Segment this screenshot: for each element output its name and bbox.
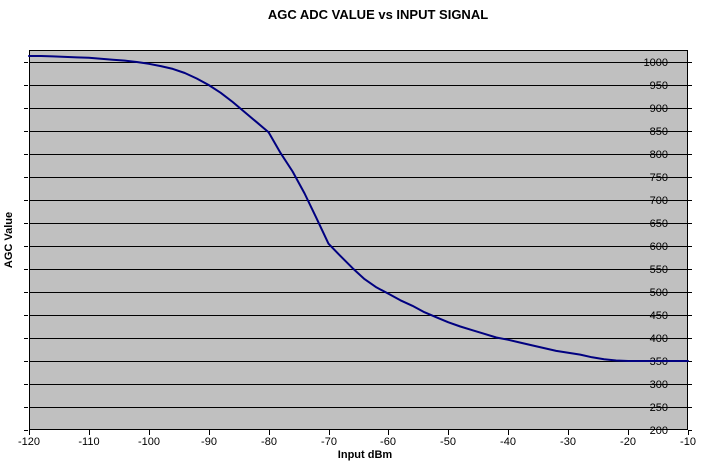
- y-tick-mark: [24, 223, 28, 224]
- y-tick-label: 650: [649, 217, 668, 230]
- y-tick-mark: [688, 85, 692, 86]
- x-tick-label: -40: [500, 436, 516, 448]
- y-tick-label: 300: [649, 378, 668, 391]
- y-tick-label: 700: [649, 194, 668, 207]
- y-tick-label: 550: [649, 263, 668, 276]
- gridline: [30, 291, 687, 293]
- gridline: [30, 61, 687, 63]
- y-tick-mark: [24, 384, 28, 385]
- y-tick-mark: [688, 200, 692, 201]
- gridline: [30, 84, 687, 86]
- gridline: [30, 153, 687, 155]
- y-tick-mark: [24, 131, 28, 132]
- x-tick-mark: [29, 430, 30, 435]
- y-tick-mark: [688, 430, 692, 431]
- y-tick-mark: [24, 108, 28, 109]
- x-tick-mark: [269, 430, 270, 435]
- y-tick-label: 500: [649, 286, 668, 299]
- y-tick-label: 400: [649, 332, 668, 345]
- y-tick-mark: [24, 85, 28, 86]
- gridline: [30, 337, 687, 339]
- y-tick-mark: [24, 292, 28, 293]
- y-tick-mark: [688, 361, 692, 362]
- y-tick-mark: [24, 407, 28, 408]
- y-tick-mark: [688, 384, 692, 385]
- x-tick-label: -20: [620, 436, 636, 448]
- y-tick-mark: [688, 407, 692, 408]
- y-tick-label: 750: [649, 171, 668, 184]
- y-tick-label: 450: [649, 309, 668, 322]
- x-tick-label: -110: [78, 436, 100, 448]
- y-tick-mark: [688, 154, 692, 155]
- y-tick-mark: [688, 62, 692, 63]
- y-tick-mark: [24, 361, 28, 362]
- x-tick-mark: [568, 430, 569, 435]
- x-tick-label: -80: [261, 436, 277, 448]
- gridline: [30, 130, 687, 132]
- y-tick-mark: [688, 131, 692, 132]
- y-tick-label: 850: [649, 125, 668, 138]
- y-tick-mark: [24, 177, 28, 178]
- y-tick-label: 250: [649, 401, 668, 414]
- plot-area: 200 250 300 350 400 450 500 550 600 650 700 750 800 8…: [29, 50, 688, 437]
- y-tick-mark: [24, 269, 28, 270]
- x-tick-label: -50: [440, 436, 456, 448]
- gridline: [30, 245, 687, 247]
- gridline: [30, 314, 687, 316]
- gridline: [30, 268, 687, 270]
- chart-title: AGC ADC VALUE vs INPUT SIGNAL: [267, 7, 489, 22]
- y-tick-mark: [688, 108, 692, 109]
- x-tick-label: -30: [560, 436, 576, 448]
- x-tick-mark: [149, 430, 150, 435]
- y-tick-label: 1000: [643, 56, 668, 69]
- y-tick-mark: [688, 315, 692, 316]
- x-tick-mark: [209, 430, 210, 435]
- x-tick-mark: [388, 430, 389, 435]
- y-tick-label: 350: [649, 355, 668, 368]
- x-tick-label: -120: [17, 436, 41, 448]
- y-tick-mark: [24, 246, 28, 247]
- x-tick-label: -90: [201, 436, 217, 448]
- y-tick-label: 950: [649, 79, 668, 92]
- y-tick-mark: [24, 154, 28, 155]
- y-tick-mark: [688, 292, 692, 293]
- x-tick-label: -60: [380, 436, 396, 448]
- gridline: [30, 406, 687, 408]
- x-tick-mark: [89, 430, 90, 435]
- x-tick-label: -100: [137, 436, 161, 448]
- gridline: [30, 176, 687, 178]
- x-tick-mark: [628, 430, 629, 435]
- y-tick-label: 900: [649, 102, 668, 115]
- x-tick-label: -10: [680, 436, 696, 448]
- y-tick-mark: [24, 62, 28, 63]
- gridline: [30, 222, 687, 224]
- y-tick-mark: [24, 338, 28, 339]
- x-tick-mark: [508, 430, 509, 435]
- y-tick-mark: [688, 269, 692, 270]
- y-tick-mark: [688, 223, 692, 224]
- y-axis-title: AGC Value: [3, 211, 15, 269]
- y-tick-mark: [688, 246, 692, 247]
- y-tick-label: 200: [649, 425, 668, 437]
- gridline: [30, 383, 687, 385]
- gridline: [30, 360, 687, 362]
- y-tick-mark: [24, 430, 28, 431]
- y-tick-label: 800: [649, 148, 668, 161]
- gridline: [30, 107, 687, 109]
- x-tick-mark: [329, 430, 330, 435]
- y-tick-label: 600: [649, 240, 668, 253]
- gridline: [30, 199, 687, 201]
- y-tick-mark: [24, 315, 28, 316]
- x-tick-label: -70: [321, 436, 337, 448]
- x-axis-title: Input dBm: [337, 449, 393, 461]
- x-tick-mark: [688, 430, 689, 435]
- y-tick-mark: [688, 338, 692, 339]
- y-tick-mark: [688, 177, 692, 178]
- x-tick-mark: [448, 430, 449, 435]
- y-tick-mark: [24, 200, 28, 201]
